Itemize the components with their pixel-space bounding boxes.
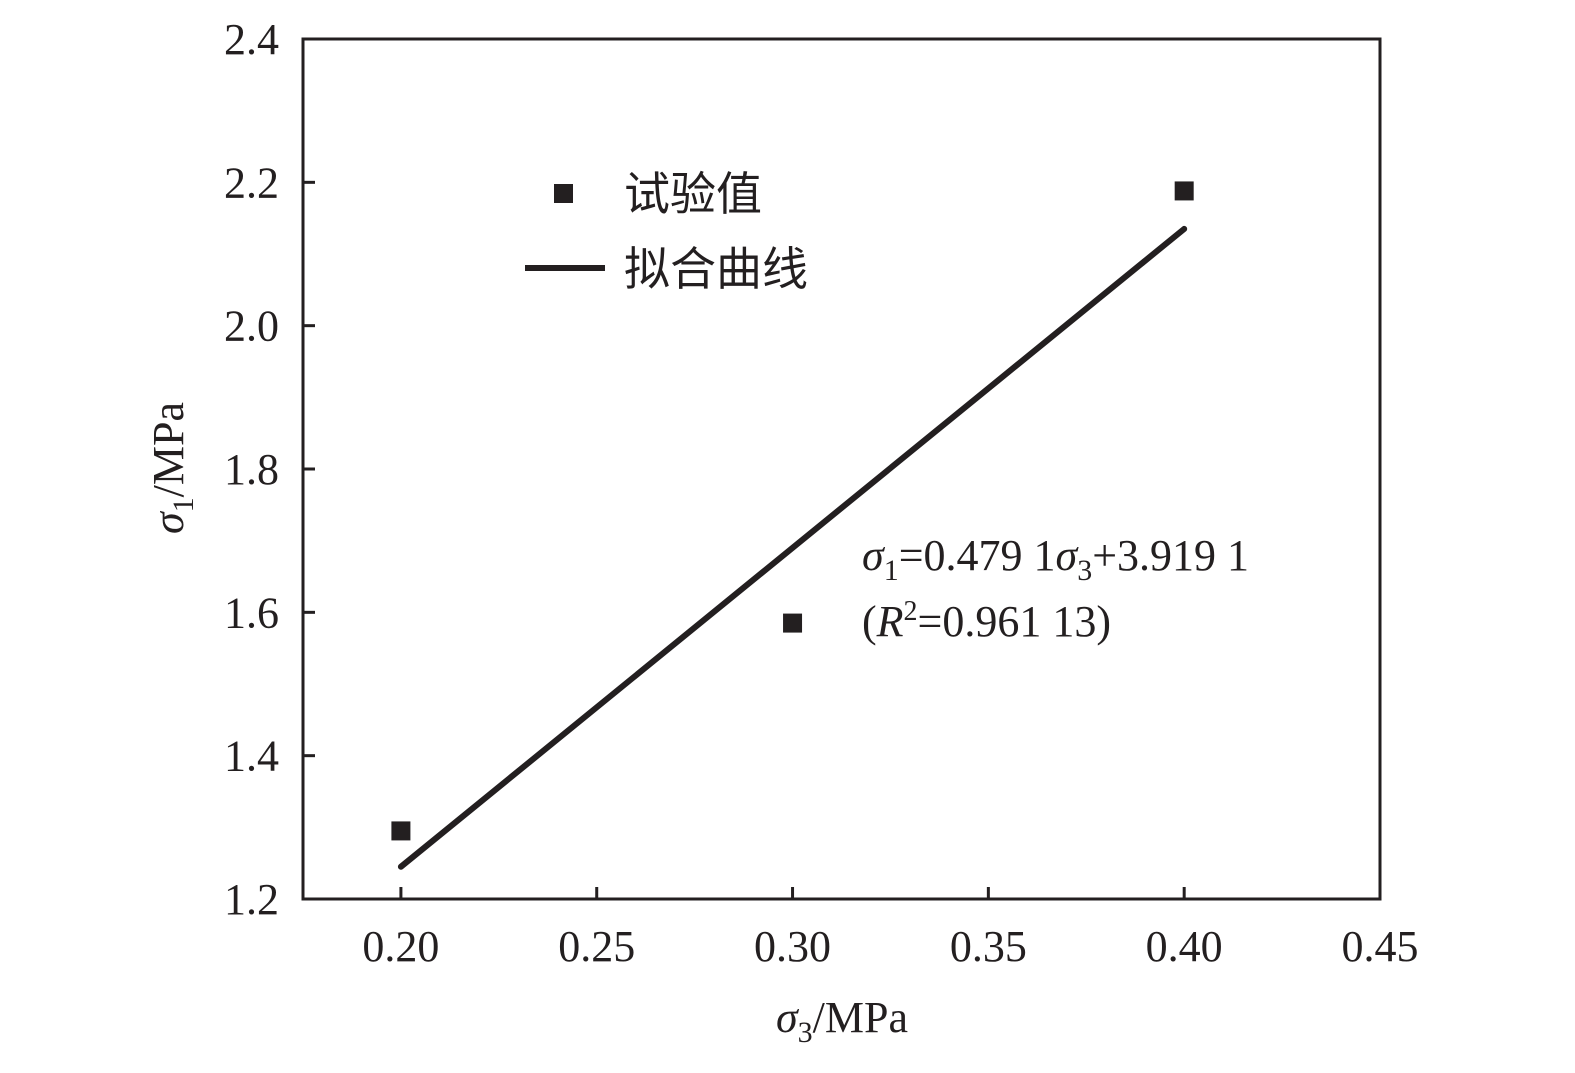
x-tick-label: 0.35 [950,922,1027,971]
legend: 试验值 拟合曲线 [525,167,808,296]
data-point [783,613,803,633]
legend-label-test-values: 试验值 [624,167,762,221]
scatter-series [391,181,1194,841]
data-point [391,821,411,841]
y-tick-label: 1.6 [224,588,279,637]
plot-frame [301,37,1382,901]
x-tick-label: 0.25 [558,922,635,971]
y-tick-label: 2.4 [224,15,279,64]
y-axis-label: σ1/MPa [144,402,200,534]
data-point [1174,181,1194,201]
x-tick-label: 0.40 [1146,922,1223,971]
y-tick-label: 1.2 [224,875,279,924]
y-tick-label: 2.0 [224,302,279,351]
fit-line-series [397,225,1188,870]
fit-line [397,225,1188,870]
r-squared: (R2=0.961 13) [862,596,1111,646]
y-tick-label: 2.2 [224,158,279,207]
x-axis-ticks: 0.20 0.25 0.30 0.35 0.40 0.45 [362,887,1419,971]
x-tick-label: 0.20 [362,922,439,971]
y-axis-ticks: 1.2 1.4 1.6 1.8 2.0 2.2 2.4 [224,15,315,924]
fit-equation: σ1=0.479 1σ3+3.919 1 [862,531,1249,587]
legend-square-marker [554,184,573,203]
x-axis-label: σ3/MPa [776,993,908,1049]
y-tick-label: 1.4 [224,732,279,781]
x-tick-label: 0.45 [1342,922,1419,971]
legend-label-fit-curve: 拟合曲线 [624,242,808,296]
x-tick-label: 0.30 [754,922,831,971]
y-tick-label: 1.8 [224,445,279,494]
